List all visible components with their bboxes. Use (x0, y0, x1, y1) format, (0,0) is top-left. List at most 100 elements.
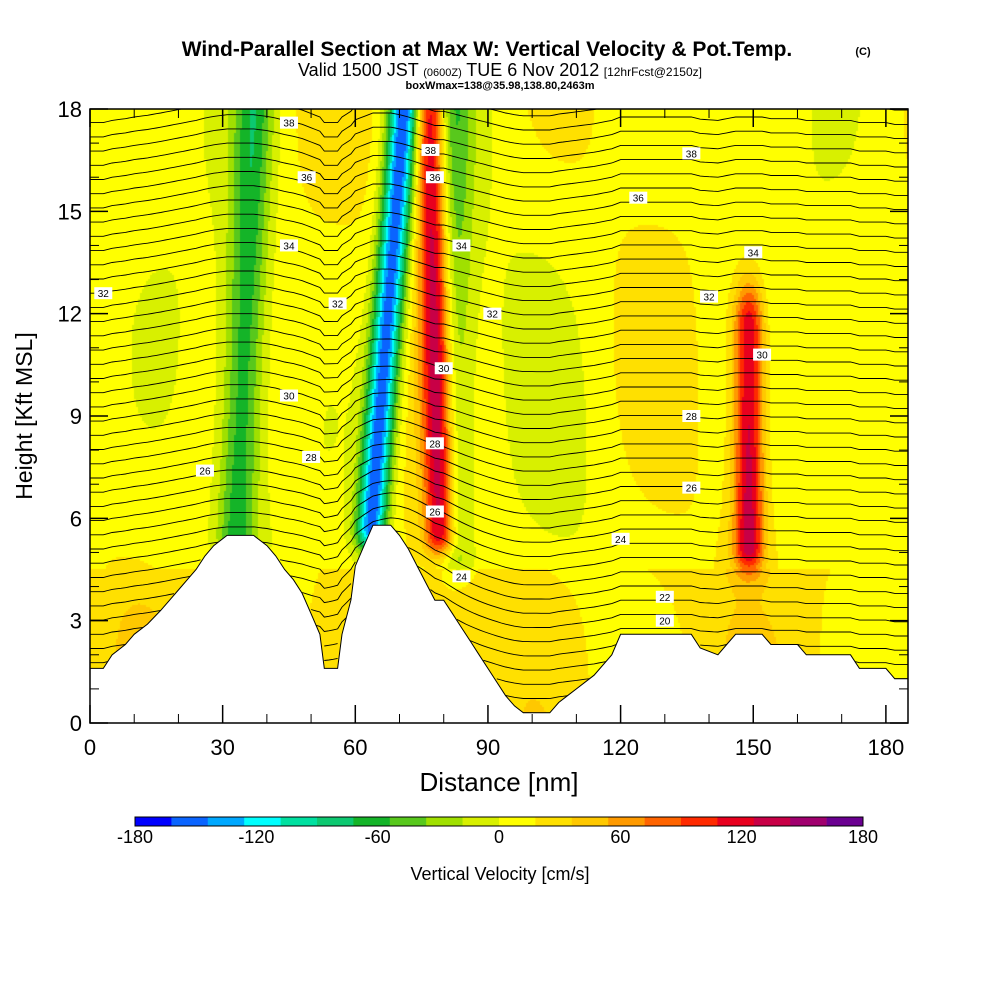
colorbar-swatch (826, 817, 864, 826)
label-background (655, 590, 674, 603)
x-tick-label: 120 (602, 735, 639, 760)
y-tick-label: 0 (70, 711, 82, 736)
contour-value: 30 (283, 392, 295, 403)
theta-contour-label: 28 (302, 450, 321, 464)
contour-value: 36 (429, 173, 441, 184)
theta-contour (90, 310, 908, 344)
label-background (452, 570, 471, 583)
theta-contour (90, 530, 908, 586)
theta-contour (90, 352, 908, 387)
label-background (297, 171, 316, 184)
contour-value: 32 (487, 310, 499, 321)
theta-contour (90, 430, 908, 472)
contour-value: 32 (703, 293, 715, 304)
colorbar-tick-label: 60 (610, 827, 630, 847)
label-background (629, 191, 648, 204)
box-info: boxWmax=138@35.98,138.80,2463m (406, 80, 595, 92)
contour-value: 26 (199, 467, 211, 478)
contour-value: 34 (283, 241, 295, 252)
colorbar: -180 -120 -60 0 60 120 180 (117, 816, 878, 847)
colorbar-tick-label: -180 (117, 827, 153, 847)
label-background (195, 464, 214, 477)
contour-value: 32 (98, 289, 110, 300)
chart-header: Wind-Parallel Section at Max W: Vertical… (182, 38, 871, 92)
colorbar-swatch (608, 817, 645, 826)
theta-contour-label: 28 (682, 410, 701, 423)
colorbar-swatch (571, 817, 609, 826)
theta-contour-label: 30 (279, 389, 298, 403)
x-tick-label: 150 (735, 735, 772, 760)
theta-contour (90, 338, 908, 373)
theta-contour (90, 324, 908, 358)
theta-contour (90, 254, 908, 287)
theta-contour (90, 183, 908, 216)
colorbar-frame (134, 816, 864, 827)
theta-contour (90, 197, 908, 230)
theta-contour-label: 26 (195, 464, 214, 478)
colorbar-swatch (280, 817, 318, 826)
theta-contour (90, 226, 908, 259)
theta-contour-label: 30 (434, 362, 453, 375)
colorbar-swatch (207, 817, 245, 826)
theta-contour (90, 492, 908, 543)
colorbar-tick-label: 120 (727, 827, 757, 847)
contour-value: 38 (686, 149, 698, 160)
y-axis-label: Height [Kft MSL] (11, 332, 37, 499)
x-axis-label: Distance [nm] (420, 767, 579, 797)
contour-value: 30 (438, 364, 450, 375)
label-background (753, 348, 772, 361)
y-tick-label: 15 (58, 199, 82, 224)
theta-contour (90, 455, 908, 501)
theta-contour (90, 504, 908, 557)
x-tick-label: 180 (868, 735, 905, 760)
contour-value: 22 (659, 593, 671, 604)
chart-title: Wind-Parallel Section at Max W: Vertical… (182, 38, 793, 61)
theta-contour (90, 169, 908, 202)
theta-contour (90, 480, 908, 529)
label-background (700, 290, 719, 303)
label-background (434, 362, 453, 375)
contour-value: 30 (757, 351, 769, 362)
contour-value: 34 (748, 248, 760, 259)
theta-contour-label: 26 (682, 481, 701, 495)
theta-contour-labels: 20 22 24 24 26 26 26 28 28 28 30 30 30 32 32 32 32 34 34 34… (94, 116, 772, 628)
contour-value: 24 (615, 535, 627, 546)
label-background (682, 410, 701, 422)
label-background (421, 143, 440, 156)
theta-contour-label: 26 (425, 505, 444, 519)
contour-value: 38 (425, 146, 437, 157)
contour-value: 26 (686, 484, 698, 495)
theta-contour (90, 296, 908, 330)
theta-contour (90, 365, 908, 401)
theta-contour (505, 695, 568, 700)
colorbar-tick-label: -60 (365, 827, 391, 847)
label-background (94, 287, 113, 300)
label-background (425, 505, 444, 518)
theta-contour-label: 28 (425, 437, 444, 450)
label-background (302, 450, 321, 463)
colorbar-tick-label: 0 (494, 827, 504, 847)
valid-time-line: Valid 1500 JST (0600Z) TUE 6 Nov 2012 [1… (298, 60, 702, 80)
colorbar-swatch (171, 817, 209, 826)
label-background (425, 437, 444, 450)
y-tick-label: 12 (58, 302, 82, 327)
theta-contour (90, 109, 908, 131)
theta-contour (90, 657, 908, 671)
theta-contour (90, 211, 908, 245)
label-background (483, 307, 502, 320)
theta-contour-label: 30 (753, 348, 772, 362)
theta-contour-label: 24 (452, 570, 471, 583)
theta-contour-label: 38 (682, 147, 701, 160)
valid-prefix: Valid 1500 JST (298, 60, 419, 80)
y-tick-label: 9 (70, 404, 82, 429)
x-tick-label: 60 (343, 735, 367, 760)
theta-contour (90, 640, 908, 657)
contour-value: 28 (306, 453, 318, 464)
theta-contour-label: 32 (700, 290, 719, 304)
theta-contour-label: 22 (655, 590, 674, 604)
colorbar-swatch (681, 817, 718, 826)
theta-contour (488, 109, 908, 117)
label-background (279, 116, 298, 129)
theta-contour-label: 36 (629, 191, 648, 205)
